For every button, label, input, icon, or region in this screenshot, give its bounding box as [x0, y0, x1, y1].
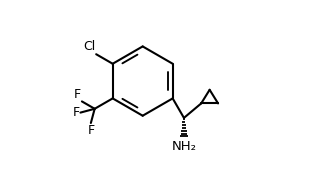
Text: F: F: [72, 106, 80, 119]
Text: F: F: [74, 88, 81, 101]
Text: NH₂: NH₂: [172, 140, 196, 153]
Text: F: F: [87, 124, 94, 137]
Text: Cl: Cl: [83, 40, 95, 53]
